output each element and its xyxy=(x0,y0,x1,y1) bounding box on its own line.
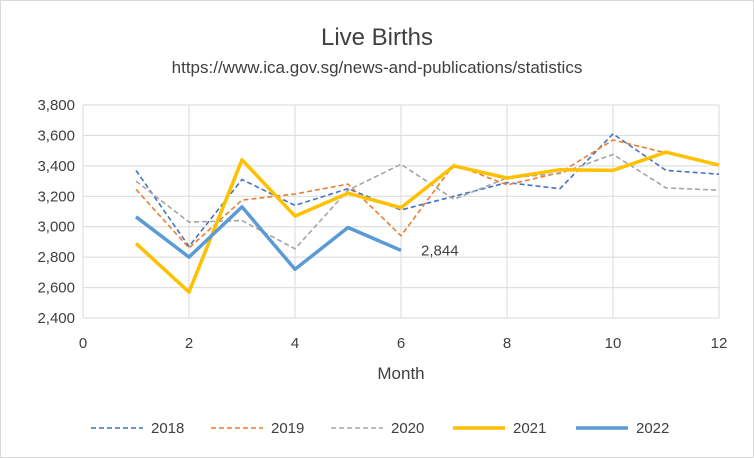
x-tick-label: 0 xyxy=(79,335,87,352)
gridlines xyxy=(82,104,720,319)
series-line-2021 xyxy=(134,150,720,294)
series-line-2019 xyxy=(135,139,720,249)
x-tick-label: 10 xyxy=(605,335,622,352)
series-lines xyxy=(134,133,720,294)
x-tick-label: 4 xyxy=(291,335,299,352)
x-tick-label: 8 xyxy=(503,335,511,352)
y-tick-label: 3,600 xyxy=(37,127,75,144)
y-tick-label: 3,200 xyxy=(37,188,75,205)
legend-label-2018: 2018 xyxy=(151,420,184,437)
y-tick-label: 3,800 xyxy=(37,97,75,114)
y-tick-label: 3,000 xyxy=(37,219,75,236)
x-tick-label: 2 xyxy=(185,335,193,352)
y-tick-label: 2,800 xyxy=(37,249,75,266)
legend-label-2022: 2022 xyxy=(636,420,669,437)
y-tick-label: 3,400 xyxy=(37,158,75,175)
x-tick-label: 6 xyxy=(397,335,405,352)
series-line-2018 xyxy=(135,133,720,248)
legend-label-2021: 2021 xyxy=(513,420,546,437)
legend-label-2020: 2020 xyxy=(391,420,424,437)
legend-label-2019: 2019 xyxy=(271,420,304,437)
x-axis-ticks: 0 2 4 6 8 10 12 xyxy=(79,335,728,352)
x-tick-label: 12 xyxy=(711,335,728,352)
chart-subtitle: https://www.ica.gov.sg/news-and-publicat… xyxy=(172,58,583,77)
y-axis-ticks: 2,400 2,600 2,800 3,000 3,200 3,400 3,600 3,800 xyxy=(37,97,75,327)
annotations: 2,844 xyxy=(421,242,459,259)
y-tick-label: 2,600 xyxy=(37,280,75,297)
series-line-2022 xyxy=(134,205,402,272)
legend: 2018 2019 2020 2021 2022 xyxy=(91,420,669,437)
x-axis-title: Month xyxy=(377,364,424,383)
data-label: 2,844 xyxy=(421,242,459,259)
chart-title: Live Births xyxy=(321,24,433,51)
y-tick-label: 2,400 xyxy=(37,310,75,327)
